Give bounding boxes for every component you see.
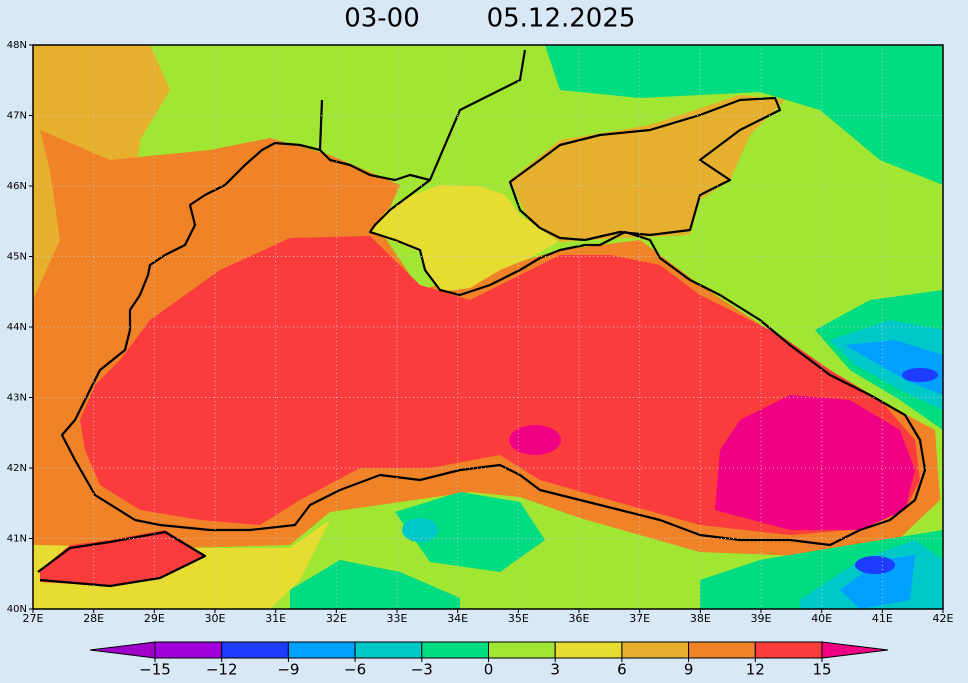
lon-label: 35E (508, 612, 529, 625)
field-zone (545, 45, 943, 185)
lon-label: 31E (265, 612, 286, 625)
colorbar-label: 12 (746, 661, 765, 679)
title-time: 03-00 (344, 4, 420, 34)
lat-label: 45N (7, 252, 27, 263)
field-zone (855, 556, 895, 574)
colorbar-label: 6 (617, 661, 627, 679)
colorbar-label: −12 (206, 661, 238, 679)
lon-label: 27E (23, 612, 44, 625)
colorbar-label: −15 (139, 661, 171, 679)
lon-label: 37E (629, 612, 650, 625)
lat-label: 48N (7, 40, 27, 51)
field-zone (40, 530, 205, 586)
lat-label: 44N (7, 322, 27, 333)
lon-label: 34E (447, 612, 468, 625)
colorbar-label: 0 (484, 661, 494, 679)
title-date: 05.12.2025 (487, 4, 636, 34)
colorbar-label: −3 (411, 661, 433, 679)
colorbar-segment (154, 641, 223, 659)
colorbar-label: −6 (344, 661, 366, 679)
field-zone (80, 236, 920, 535)
lon-label: 39E (751, 612, 772, 625)
lon-label: 32E (326, 612, 347, 625)
field-zone (902, 368, 938, 382)
coastline (37, 49, 527, 588)
field-zone (840, 555, 915, 609)
coastlines (37, 49, 927, 588)
lat-label: 42N (7, 463, 27, 474)
field-zone (509, 425, 561, 455)
coastline (508, 96, 782, 242)
colorbar-end (89, 641, 156, 659)
coastline (60, 141, 927, 547)
lon-label: 28E (83, 612, 104, 625)
colorbar-segment (688, 641, 756, 659)
colorbar-segment (221, 641, 289, 659)
temperature-field (33, 45, 943, 609)
colorbar-segment (621, 641, 690, 659)
lon-label: 41E (872, 612, 893, 625)
colorbar-segment (421, 641, 489, 659)
lon-label: 38E (690, 612, 711, 625)
lat-label: 40N (7, 604, 27, 615)
lon-label: 30E (205, 612, 226, 625)
lat-label: 43N (7, 393, 27, 404)
colorbar-segment (287, 641, 356, 659)
lon-label: 40E (811, 612, 832, 625)
lon-label: 29E (144, 612, 165, 625)
colorbar-segment (754, 641, 823, 659)
field-zone (402, 518, 438, 542)
colorbar-end (821, 641, 889, 659)
colorbar-label: 9 (684, 661, 694, 679)
field-zone (715, 395, 915, 530)
colorbar-label: 3 (550, 661, 560, 679)
colorbar-segment (488, 641, 556, 659)
lat-label: 46N (7, 181, 27, 192)
field-zone (290, 560, 460, 609)
lat-label: 47N (7, 111, 27, 122)
colorbar-label: 15 (812, 661, 831, 679)
field-zone (395, 492, 545, 572)
field-zone (370, 185, 558, 292)
lat-label: 41N (7, 534, 27, 545)
colorbar-segment (354, 641, 423, 659)
colorbar-label: −9 (277, 661, 299, 679)
colorbar-segment (554, 641, 623, 659)
lon-label: 33E (387, 612, 408, 625)
lon-label: 42E (933, 612, 954, 625)
lon-label: 36E (569, 612, 590, 625)
